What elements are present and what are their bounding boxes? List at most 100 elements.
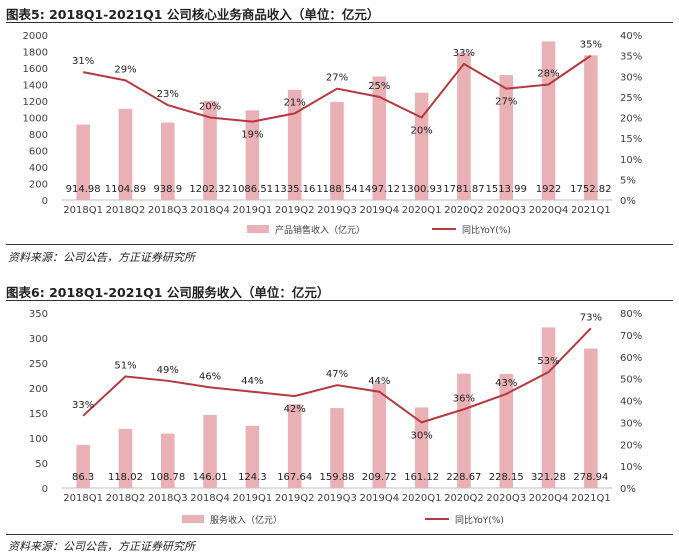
line-value-label: 51% — [114, 360, 136, 371]
y-tick-left: 1200 — [23, 97, 48, 108]
figure-heading: 2018Q1-2021Q1 公司服务收入（单位：亿元） — [49, 285, 330, 300]
y-tick-left: 0 — [42, 196, 48, 207]
y-tick-right: 0% — [620, 484, 636, 495]
legend-bar-label: 产品销售收入（亿元） — [275, 224, 365, 236]
line-value-label: 25% — [368, 81, 390, 92]
line-value-label: 73% — [580, 312, 602, 323]
y-tick-right: 30% — [620, 72, 642, 83]
bar-value-label: 1922 — [536, 184, 561, 195]
bar — [118, 428, 133, 488]
line-value-label: 20% — [410, 126, 432, 137]
line-value-label: 30% — [410, 430, 432, 441]
bar — [584, 55, 598, 200]
y-tick-left: 200 — [29, 180, 48, 191]
y-tick-left: 1600 — [23, 64, 48, 75]
x-tick-label: 2018Q1 — [63, 205, 103, 216]
y-tick-right: 60% — [620, 353, 642, 364]
y-tick-right: 40% — [620, 397, 642, 408]
line-value-label: 33% — [72, 400, 94, 411]
x-tick-label: 2018Q2 — [106, 493, 146, 504]
figure-title-2: 图表6: 2018Q1-2021Q1 公司服务收入（单位：亿元） — [6, 282, 329, 301]
bar — [330, 408, 344, 488]
y-tick-left: 200 — [29, 384, 48, 395]
bar — [414, 92, 429, 200]
bar — [499, 75, 513, 200]
bar-value-label: 146.01 — [193, 472, 228, 483]
x-tick-label: 2018Q4 — [190, 205, 230, 216]
x-tick-label: 2020Q1 — [402, 205, 442, 216]
figure-label: 图表6: — [6, 285, 45, 300]
yoy-line — [82, 54, 592, 123]
x-tick-label: 2020Q2 — [444, 205, 484, 216]
bar-value-label: 209.72 — [362, 472, 397, 483]
bar — [499, 373, 513, 488]
line-value-label: 31% — [72, 56, 94, 67]
line-value-label: 53% — [537, 356, 559, 367]
bar-value-label: 118.02 — [108, 472, 143, 483]
line-value-label: 27% — [495, 97, 517, 108]
bar-value-label: 1086.51 — [232, 184, 273, 195]
bar-value-label: 1300.93 — [401, 184, 442, 195]
line-value-label: 21% — [284, 97, 306, 108]
bar — [203, 414, 217, 488]
figure-title-1: 图表5: 2018Q1-2021Q1 公司核心业务商品收入（单位：亿元） — [6, 4, 379, 23]
bar-value-label: 1497.12 — [359, 184, 400, 195]
bar-value-label: 108.78 — [150, 472, 185, 483]
bar-value-label: 228.15 — [489, 472, 524, 483]
x-tick-label: 2019Q2 — [275, 205, 315, 216]
bar — [245, 425, 260, 488]
line-value-label: 35% — [580, 40, 602, 51]
yoy-line — [82, 327, 592, 424]
bar — [76, 124, 90, 200]
y-tick-left: 0 — [42, 484, 48, 495]
bar-value-label: 1335.16 — [274, 184, 315, 195]
bar — [584, 348, 598, 488]
legend-line-label: 同比YoY(%) — [455, 514, 504, 526]
bar-value-label: 321.28 — [531, 472, 566, 483]
y-tick-left: 1400 — [23, 81, 48, 92]
line-value-label: 20% — [199, 102, 221, 113]
y-tick-right: 35% — [620, 52, 642, 63]
x-tick-label: 2021Q1 — [571, 493, 611, 504]
line-value-label: 28% — [537, 69, 559, 80]
y-tick-left: 350 — [29, 309, 48, 320]
bar — [287, 404, 302, 488]
line-value-label: 36% — [453, 393, 475, 404]
bar-value-label: 167.64 — [277, 472, 312, 483]
bar — [203, 100, 217, 200]
x-tick-label: 2019Q3 — [317, 205, 357, 216]
bar — [372, 383, 387, 488]
top-rule — [6, 22, 673, 23]
bar — [457, 52, 471, 200]
x-tick-label: 2018Q1 — [63, 493, 103, 504]
x-tick-label: 2019Q4 — [359, 205, 399, 216]
bar — [161, 433, 175, 488]
bar-value-label: 914.98 — [66, 184, 101, 195]
y-tick-right: 20% — [620, 440, 642, 451]
x-tick-label: 2019Q1 — [233, 493, 273, 504]
line-value-label: 19% — [241, 130, 263, 141]
line-value-label: 46% — [199, 371, 221, 382]
y-tick-right: 50% — [620, 375, 642, 386]
bar-value-label: 1513.99 — [486, 184, 527, 195]
y-tick-right: 70% — [620, 331, 642, 342]
bar-value-label: 1752.82 — [570, 184, 611, 195]
line-value-label: 33% — [453, 48, 475, 59]
x-tick-label: 2019Q4 — [359, 493, 399, 504]
bar-value-label: 278.94 — [573, 472, 608, 483]
y-tick-left: 50 — [35, 459, 48, 470]
y-tick-right: 25% — [620, 93, 642, 104]
x-tick-label: 2018Q3 — [148, 205, 188, 216]
line-value-label: 29% — [114, 64, 136, 75]
bar — [457, 373, 471, 488]
bar — [414, 407, 429, 488]
x-tick-label: 2018Q4 — [190, 493, 230, 504]
y-tick-right: 5% — [620, 175, 636, 186]
bar-value-label: 938.9 — [153, 184, 182, 195]
x-tick-label: 2020Q3 — [486, 493, 526, 504]
y-tick-left: 1000 — [23, 114, 48, 125]
line-value-label: 42% — [284, 404, 306, 415]
y-tick-right: 15% — [620, 134, 642, 145]
x-tick-label: 2020Q2 — [444, 493, 484, 504]
y-tick-left: 800 — [29, 130, 48, 141]
